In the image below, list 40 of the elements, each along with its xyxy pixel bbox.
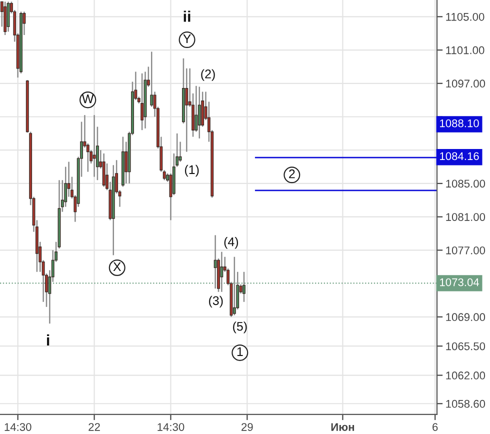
- annotation: (3): [209, 296, 223, 308]
- annotation: W: [82, 94, 94, 104]
- x-tick-label: 29: [242, 423, 253, 431]
- candlestick: [232, 256, 236, 316]
- y-tick-label: 1081.00: [446, 213, 486, 221]
- candlestick: [214, 234, 217, 290]
- y-tick-label: 1105.00: [446, 12, 484, 21]
- candlestick: [140, 72, 144, 131]
- x-tick-label: Июн: [331, 423, 354, 431]
- candlestick: [220, 251, 224, 293]
- x-tick-label: 22: [88, 423, 100, 431]
- ref-line-label: 1084.16: [440, 152, 479, 160]
- ref-line-label: 1073.04: [440, 278, 480, 286]
- annotation: Y: [183, 34, 191, 44]
- annotation: ii: [184, 10, 190, 22]
- candlestick: [198, 86, 201, 140]
- candlestick: [242, 271, 246, 303]
- x-tick-label: 14:30: [4, 423, 32, 431]
- y-tick-label: 1062.00: [446, 372, 486, 380]
- annotation: (4): [224, 237, 238, 249]
- y-tick-label: 1085.00: [446, 180, 486, 188]
- ref-line-label: 1088.10: [440, 119, 479, 128]
- annotation: 1: [237, 347, 243, 356]
- annotation: X: [113, 262, 122, 271]
- annotation: 2: [289, 169, 295, 178]
- candlestick: [185, 68, 188, 152]
- candlestick: [102, 152, 106, 188]
- candlestick: [150, 51, 154, 108]
- annotation: (2): [201, 69, 215, 81]
- annotation: (1): [184, 164, 199, 177]
- x-tick-label: 6: [432, 423, 438, 431]
- x-tick-label: 14:30: [158, 423, 184, 431]
- y-tick-label: 1069.00: [446, 313, 486, 322]
- y-tick-label: 1077.00: [446, 246, 486, 254]
- y-tick-label: 1058.60: [446, 400, 486, 408]
- annotation: i: [47, 334, 50, 346]
- y-tick-label: 1097.00: [446, 80, 486, 88]
- annotation: (5): [233, 322, 247, 334]
- y-tick-label: 1101.00: [446, 46, 484, 54]
- y-tick-label: 1065.50: [446, 342, 486, 350]
